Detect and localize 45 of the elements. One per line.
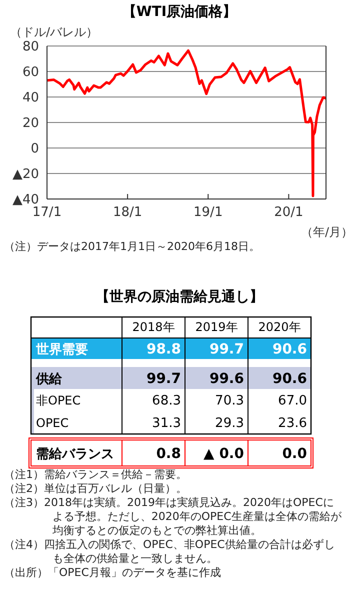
- data-label: 31.3: [152, 416, 181, 431]
- y-tick-label: 需給バランス: [36, 447, 114, 462]
- y-tick-label: OPEC: [36, 416, 69, 430]
- text: （注3）2018年は実績。2019年は実績見込み。2020年はOPECによる予想。ただし、2020年のOPEC生産量は全体の需給が均衡するとの仮定のもとでの弊社算出値。: [4, 496, 342, 538]
- text: （出所）「OPEC月報」のデータを基に作成: [4, 566, 222, 580]
- y-tick-label: 80: [22, 40, 39, 55]
- y-tick-label: ▲40: [12, 192, 39, 208]
- x-tick-label: 18/1: [112, 205, 142, 220]
- y-tick-label: 0: [30, 142, 39, 157]
- x-tick-label: 17/1: [32, 205, 62, 220]
- y-tick-label: 非OPEC: [36, 394, 81, 408]
- data-label: 67.0: [278, 394, 307, 408]
- data-label: 29.3: [215, 416, 244, 431]
- data-label: 99.7: [146, 371, 181, 387]
- text: （注1）需給バランス＝供給－需要。: [4, 468, 188, 482]
- text: （注2）単位は百万バレル（日量）。: [4, 482, 188, 496]
- x-tick-label: 20/1: [274, 205, 304, 220]
- data-label: 98.8: [146, 342, 181, 358]
- chart-title: 【WTI原油価格】: [121, 3, 238, 21]
- data-label: 90.6: [272, 342, 307, 358]
- chart-title: 【世界の原油需給見通し】: [94, 288, 264, 306]
- y-tick-label: ▲20: [12, 167, 39, 182]
- y-axis-title: （ドル/バレル）: [10, 24, 98, 40]
- line-series: [47, 49, 326, 198]
- data-label: 70.3: [215, 394, 244, 408]
- data-label: 90.6: [272, 371, 307, 387]
- x-tick-label: 2020年: [258, 320, 301, 334]
- y-tick-label: 60: [22, 65, 39, 80]
- data-label: 23.6: [278, 416, 307, 431]
- text: （注4）四捨五入の関係で、OPEC、非OPEC供給量の合計は必ずしも全体の供給量と一致しません。: [4, 538, 336, 566]
- y-tick-label: 20: [22, 116, 39, 132]
- x-tick-label: 2019年: [195, 320, 238, 334]
- data-label: ▲ 0.0: [204, 446, 244, 462]
- text: （注）データは2017年1月1日～2020年6月18日。: [4, 240, 261, 254]
- data-label: 99.6: [209, 371, 244, 387]
- y-tick-label: 40: [22, 90, 39, 106]
- y-tick-label: 供給: [35, 372, 63, 387]
- data-label: 99.7: [209, 342, 244, 358]
- x-tick-label: 2018年: [132, 320, 175, 334]
- data-label: 0.8: [156, 446, 181, 462]
- data-label: 68.3: [152, 394, 181, 408]
- y-tick-label: 世界需要: [35, 342, 88, 358]
- x-tick-label: 19/1: [194, 205, 223, 220]
- x-axis-title: （年/月）: [300, 224, 353, 241]
- data-label: 0.0: [282, 446, 308, 462]
